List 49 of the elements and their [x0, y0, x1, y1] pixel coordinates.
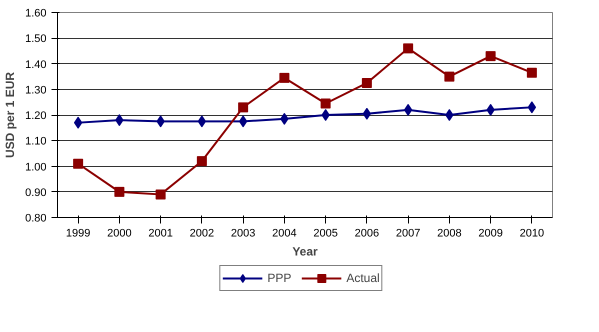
point — [526, 68, 537, 78]
point — [404, 104, 412, 116]
x-tick-label: 2010 — [520, 228, 544, 240]
point — [115, 114, 124, 126]
y-tick-label: 1.10 — [25, 136, 47, 148]
y-tick-label: 1.40 — [25, 58, 47, 71]
x-tick-label: 2001 — [148, 228, 173, 240]
x-tick-label: 2002 — [190, 228, 214, 240]
point — [196, 156, 207, 166]
x-tick-label: 2006 — [354, 228, 380, 240]
y-tick-label: 0.80 — [25, 212, 47, 224]
point — [74, 116, 82, 129]
x-tick-label: 1999 — [66, 228, 90, 240]
y-tick-label: 1.30 — [25, 84, 47, 96]
y-tick-label: 1.20 — [25, 110, 47, 122]
x-tick-label: 2005 — [313, 228, 338, 240]
legend-label: PPP — [267, 271, 292, 285]
y-axis-title: USD per 1 EUR — [3, 72, 18, 158]
legend-label: Actual — [346, 271, 380, 285]
point — [486, 51, 496, 62]
point — [486, 104, 495, 116]
y-tick-label: 1.50 — [25, 33, 47, 46]
point — [238, 102, 248, 112]
x-tick-label: 2000 — [107, 228, 132, 240]
point — [403, 43, 414, 54]
point — [238, 115, 248, 128]
point — [528, 101, 536, 114]
point — [444, 72, 454, 82]
y-tick-label: 1.60 — [25, 8, 47, 20]
point — [280, 112, 289, 125]
x-tick-label: 2003 — [230, 228, 256, 240]
x-tick-label: 2007 — [396, 228, 420, 240]
x-tick-label: 2008 — [437, 228, 462, 240]
point — [156, 115, 165, 128]
point — [362, 108, 372, 120]
x-tick-label: 2004 — [272, 228, 297, 240]
x-axis-title: Year — [292, 244, 318, 258]
point — [198, 115, 206, 128]
point — [279, 72, 290, 83]
y-tick-label: 1.00 — [25, 161, 47, 174]
x-tick-label: 2009 — [478, 228, 503, 240]
point — [320, 98, 331, 108]
point — [156, 189, 166, 200]
point — [114, 186, 124, 197]
y-tick-label: 0.90 — [25, 186, 47, 199]
point — [73, 158, 84, 169]
point — [362, 78, 372, 88]
point — [445, 109, 454, 121]
point — [321, 109, 330, 121]
